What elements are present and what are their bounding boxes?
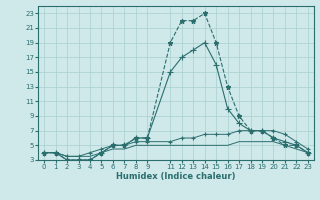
- X-axis label: Humidex (Indice chaleur): Humidex (Indice chaleur): [116, 172, 236, 181]
